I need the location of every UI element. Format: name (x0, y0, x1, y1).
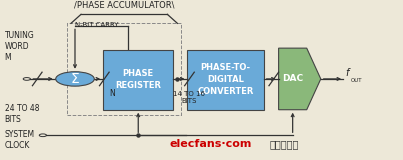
FancyBboxPatch shape (187, 50, 264, 110)
Text: N: N (110, 89, 115, 98)
Circle shape (56, 72, 94, 86)
Text: DAC: DAC (282, 74, 303, 83)
Text: PHASE
REGISTER: PHASE REGISTER (115, 69, 161, 90)
Text: SYSTEM
CLOCK: SYSTEM CLOCK (5, 130, 35, 150)
Text: $\Sigma$: $\Sigma$ (70, 72, 80, 86)
FancyBboxPatch shape (103, 50, 173, 110)
Text: elecfans·com: elecfans·com (169, 139, 252, 149)
Text: OUT: OUT (351, 78, 362, 83)
Text: f: f (345, 68, 348, 78)
Text: 24 TO 48
BITS: 24 TO 48 BITS (5, 104, 39, 124)
Text: TUNING
WORD
M: TUNING WORD M (5, 31, 35, 62)
Text: 电子发烧友: 电子发烧友 (270, 139, 299, 149)
Polygon shape (278, 48, 321, 110)
Text: PHASE-TO-
DIGITAL
CONVERTER: PHASE-TO- DIGITAL CONVERTER (197, 63, 254, 96)
Text: /PHASE ACCUMULATOR\: /PHASE ACCUMULATOR\ (74, 1, 174, 10)
Text: N-BIT CARRY: N-BIT CARRY (75, 22, 118, 28)
Text: 14 TO 16
BITS: 14 TO 16 BITS (173, 91, 206, 104)
